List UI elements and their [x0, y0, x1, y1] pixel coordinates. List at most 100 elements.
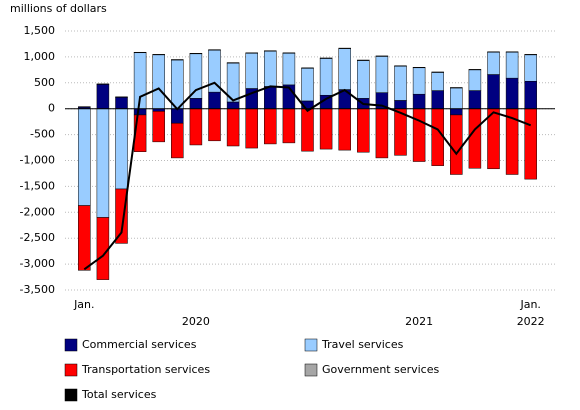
y-tick-label: 500 — [34, 76, 55, 89]
legend-swatch — [304, 363, 318, 377]
bar — [357, 108, 370, 153]
bar — [450, 108, 463, 116]
bar — [208, 49, 221, 51]
bar — [264, 108, 277, 145]
bar — [301, 67, 314, 69]
bar — [226, 62, 240, 64]
bar — [96, 108, 110, 218]
y-tick-label: -1,500 — [20, 179, 55, 192]
bar — [468, 69, 482, 71]
y-tick-label: -3,500 — [20, 283, 55, 296]
bar — [412, 108, 426, 162]
y-tick-label: -2,000 — [20, 205, 55, 218]
bar — [357, 60, 370, 99]
bar — [412, 67, 426, 95]
year-label: 2020 — [182, 315, 210, 328]
bar — [264, 50, 277, 87]
bar — [338, 108, 351, 151]
y-tick-label: -3,000 — [20, 257, 55, 270]
bar — [96, 84, 110, 109]
bar — [226, 101, 240, 109]
x-tick-label: Jan. — [519, 298, 540, 311]
bar — [152, 54, 165, 56]
legend-swatch — [64, 338, 78, 352]
bar — [133, 108, 147, 116]
bar — [96, 217, 110, 280]
bar — [171, 122, 184, 159]
legend-label: Government services — [322, 363, 439, 376]
y-tick-label: 1,500 — [24, 24, 56, 37]
legend-label: Total services — [81, 388, 157, 401]
bar — [96, 83, 110, 85]
bar — [264, 86, 277, 109]
bar — [524, 54, 537, 56]
bar — [245, 108, 258, 149]
legend-swatch — [304, 338, 318, 352]
bar — [264, 50, 277, 52]
bar — [450, 87, 463, 89]
bar — [133, 51, 147, 54]
bar — [524, 108, 537, 180]
bar — [431, 72, 444, 91]
bar — [375, 55, 389, 57]
bar — [487, 74, 500, 109]
bar — [78, 106, 91, 108]
bar — [487, 51, 500, 75]
bar — [505, 51, 519, 79]
bar — [301, 108, 314, 152]
bar — [171, 59, 184, 109]
legend-swatch — [64, 363, 78, 377]
bar — [152, 54, 165, 109]
bar — [468, 90, 482, 109]
bar — [301, 68, 314, 102]
bar — [171, 108, 184, 124]
bar — [78, 108, 91, 206]
y-tick-label: 0 — [48, 102, 55, 115]
bar — [282, 108, 296, 144]
bar — [338, 47, 351, 49]
bar — [189, 108, 203, 146]
bar — [394, 65, 407, 67]
bar — [412, 93, 426, 109]
bar — [78, 205, 91, 271]
legend-swatch — [64, 388, 78, 402]
bar — [505, 77, 519, 109]
y-tick-label: -2,500 — [20, 231, 55, 244]
bar — [189, 98, 203, 109]
bar — [319, 57, 333, 59]
bar — [468, 69, 482, 91]
bar — [115, 97, 128, 109]
bar — [208, 91, 221, 109]
bar — [431, 108, 444, 166]
bar — [245, 53, 258, 89]
bar — [245, 52, 258, 54]
year-label: 2022 — [517, 315, 545, 328]
y-tick-label: -1,000 — [20, 154, 55, 167]
y-tick-label: -500 — [30, 128, 55, 141]
bar — [282, 52, 296, 54]
bar — [375, 56, 389, 93]
bar — [450, 87, 463, 109]
legend-label: Transportation services — [81, 363, 210, 376]
bar — [115, 108, 128, 190]
bar — [319, 108, 333, 150]
bar — [152, 111, 165, 143]
bar — [282, 53, 296, 86]
bar — [505, 51, 519, 53]
bar — [171, 59, 184, 61]
bar — [394, 108, 407, 156]
bar — [468, 108, 482, 169]
bar — [450, 114, 463, 175]
legend-label: Commercial services — [82, 338, 197, 351]
year-label: 2021 — [405, 315, 433, 328]
bar — [115, 188, 128, 244]
bar — [338, 48, 351, 90]
bar — [524, 54, 537, 82]
line — [83, 81, 532, 271]
bar — [115, 96, 128, 98]
bar — [487, 108, 500, 170]
y-axis-label: millions of dollars — [10, 2, 107, 15]
bar — [524, 80, 537, 109]
bar — [487, 51, 500, 53]
